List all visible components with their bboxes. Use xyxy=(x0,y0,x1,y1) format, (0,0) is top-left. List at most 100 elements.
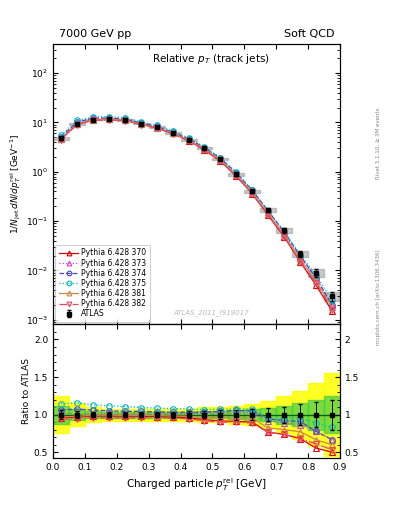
Bar xyxy=(260,408,276,421)
Pythia 6.428 370 xyxy=(59,136,63,142)
Pythia 6.428 382 xyxy=(202,147,207,153)
Pythia 6.428 375 xyxy=(170,128,175,134)
Bar xyxy=(228,173,244,176)
Pythia 6.428 381 xyxy=(154,124,159,131)
Pythia 6.428 370 xyxy=(154,125,159,131)
Bar xyxy=(117,412,133,418)
Pythia 6.428 374 xyxy=(202,144,207,151)
Bar xyxy=(228,406,244,423)
Bar xyxy=(244,190,260,193)
Pythia 6.428 382 xyxy=(107,117,111,123)
Pythia 6.428 373 xyxy=(138,120,143,126)
Text: Rivet 3.1.10, ≥ 3M events: Rivet 3.1.10, ≥ 3M events xyxy=(376,108,380,179)
Pythia 6.428 370 xyxy=(75,121,79,127)
Bar xyxy=(149,409,165,421)
Line: Pythia 6.428 374: Pythia 6.428 374 xyxy=(58,115,335,308)
Bar xyxy=(244,410,260,420)
Pythia 6.428 382 xyxy=(75,122,79,128)
Pythia 6.428 373 xyxy=(218,156,223,162)
Bar xyxy=(292,391,308,439)
Pythia 6.428 373 xyxy=(123,117,127,123)
Pythia 6.428 381 xyxy=(298,256,303,262)
Line: Pythia 6.428 382: Pythia 6.428 382 xyxy=(58,117,335,312)
Text: Soft QCD: Soft QCD xyxy=(284,29,334,39)
Y-axis label: $1/N_{\rm jet}\,dN/dp_T^{\rm rel}\;[{\rm GeV}^{-1}]$: $1/N_{\rm jet}\,dN/dp_T^{\rm rel}\;[{\rm… xyxy=(9,134,23,234)
Bar xyxy=(260,208,276,211)
Pythia 6.428 381 xyxy=(218,157,223,163)
Line: Pythia 6.428 370: Pythia 6.428 370 xyxy=(58,117,335,314)
Bar xyxy=(196,407,213,422)
Pythia 6.428 373 xyxy=(170,130,175,136)
Pythia 6.428 381 xyxy=(250,189,255,196)
Pythia 6.428 382 xyxy=(250,191,255,197)
Pythia 6.428 382 xyxy=(298,259,303,265)
Bar xyxy=(213,411,228,418)
Pythia 6.428 375 xyxy=(202,144,207,150)
Bar xyxy=(85,407,101,422)
Bar xyxy=(324,396,340,434)
Pythia 6.428 382 xyxy=(154,125,159,131)
Text: ATLAS_2011_I919017: ATLAS_2011_I919017 xyxy=(173,309,249,316)
Pythia 6.428 375 xyxy=(90,114,95,120)
Pythia 6.428 382 xyxy=(282,234,286,240)
Pythia 6.428 374 xyxy=(123,116,127,122)
Text: Relative $p_T$ (track jets): Relative $p_T$ (track jets) xyxy=(152,52,270,66)
Pythia 6.428 373 xyxy=(107,116,111,122)
Pythia 6.428 382 xyxy=(234,173,239,179)
Pythia 6.428 374 xyxy=(186,136,191,142)
Pythia 6.428 375 xyxy=(330,297,334,303)
Bar xyxy=(117,119,133,121)
Pythia 6.428 374 xyxy=(234,170,239,176)
Bar xyxy=(180,139,196,141)
Pythia 6.428 375 xyxy=(186,135,191,141)
Bar xyxy=(101,118,117,120)
Pythia 6.428 381 xyxy=(123,117,127,123)
Pythia 6.428 375 xyxy=(138,119,143,125)
Pythia 6.428 374 xyxy=(250,187,255,194)
Pythia 6.428 374 xyxy=(266,208,270,214)
Pythia 6.428 381 xyxy=(170,130,175,136)
Pythia 6.428 374 xyxy=(298,252,303,259)
Pythia 6.428 382 xyxy=(218,158,223,164)
Bar xyxy=(165,132,180,134)
Legend: Pythia 6.428 370, Pythia 6.428 373, Pythia 6.428 374, Pythia 6.428 375, Pythia 6: Pythia 6.428 370, Pythia 6.428 373, Pyth… xyxy=(55,245,150,322)
Bar xyxy=(101,412,117,418)
Bar xyxy=(69,410,85,420)
Pythia 6.428 375 xyxy=(314,272,318,278)
Bar xyxy=(69,403,85,426)
Pythia 6.428 373 xyxy=(234,170,239,177)
Pythia 6.428 373 xyxy=(154,124,159,130)
X-axis label: Charged particle $p_T^{\rm rel}$ [GeV]: Charged particle $p_T^{\rm rel}$ [GeV] xyxy=(126,476,267,493)
Pythia 6.428 374 xyxy=(107,115,111,121)
Pythia 6.428 375 xyxy=(59,132,63,138)
Text: 7000 GeV pp: 7000 GeV pp xyxy=(59,29,131,39)
Pythia 6.428 381 xyxy=(138,121,143,127)
Pythia 6.428 375 xyxy=(218,155,223,161)
Bar xyxy=(308,269,324,276)
Pythia 6.428 373 xyxy=(75,120,79,126)
Bar xyxy=(228,410,244,419)
Pythia 6.428 373 xyxy=(330,302,334,308)
Bar xyxy=(213,407,228,422)
Pythia 6.428 370 xyxy=(282,234,286,240)
Pythia 6.428 373 xyxy=(90,116,95,122)
Pythia 6.428 373 xyxy=(250,188,255,194)
Pythia 6.428 374 xyxy=(90,115,95,121)
Pythia 6.428 373 xyxy=(266,208,270,215)
Pythia 6.428 375 xyxy=(298,251,303,258)
Bar xyxy=(180,409,196,421)
Pythia 6.428 381 xyxy=(314,278,318,284)
Bar xyxy=(308,400,324,430)
Bar xyxy=(133,412,149,418)
Bar xyxy=(244,404,260,425)
Pythia 6.428 381 xyxy=(186,137,191,143)
Bar xyxy=(196,411,213,418)
Pythia 6.428 370 xyxy=(107,116,111,122)
Bar xyxy=(133,123,149,124)
Pythia 6.428 370 xyxy=(314,282,318,288)
Bar xyxy=(149,412,165,418)
Bar xyxy=(149,126,165,128)
Pythia 6.428 370 xyxy=(123,117,127,123)
Pythia 6.428 374 xyxy=(154,123,159,130)
Pythia 6.428 381 xyxy=(202,146,207,152)
